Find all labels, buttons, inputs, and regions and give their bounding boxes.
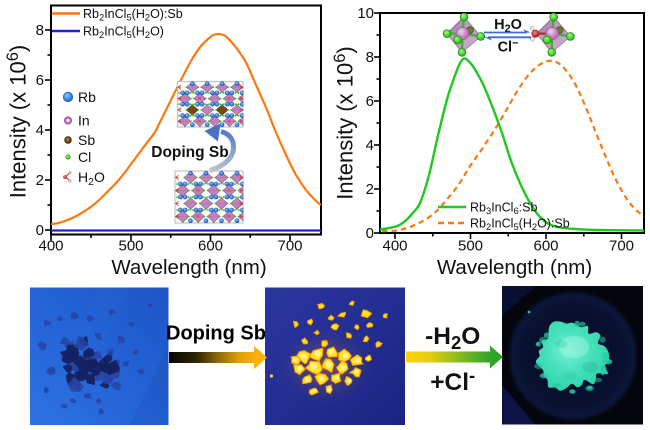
svg-text:6: 6 bbox=[36, 72, 44, 89]
svg-text:0: 0 bbox=[366, 225, 374, 242]
svg-text:-H2O: -H2O bbox=[425, 323, 480, 353]
svg-text:Intensity (x 106): Intensity (x 106) bbox=[331, 46, 358, 199]
svg-text:Doping Sb: Doping Sb bbox=[166, 323, 266, 345]
svg-text:600: 600 bbox=[198, 238, 223, 255]
svg-text:Rb2InCl5(H2O):Sb: Rb2InCl5(H2O):Sb bbox=[83, 7, 183, 23]
svg-text:+Cl-: +Cl- bbox=[430, 364, 475, 396]
svg-text:Intensity (x 106): Intensity (x 106) bbox=[4, 45, 31, 198]
svg-text:In: In bbox=[78, 113, 90, 129]
svg-text:Cl−: Cl− bbox=[498, 37, 519, 55]
svg-text:8: 8 bbox=[36, 22, 44, 39]
svg-text:4: 4 bbox=[36, 122, 44, 139]
svg-text:2: 2 bbox=[36, 172, 44, 189]
svg-text:Wavelength (nm): Wavelength (nm) bbox=[437, 256, 592, 279]
svg-text:600: 600 bbox=[533, 238, 558, 255]
svg-text:500: 500 bbox=[118, 238, 143, 255]
svg-text:8: 8 bbox=[366, 49, 374, 66]
svg-text:400: 400 bbox=[382, 238, 407, 255]
svg-text:Rb2InCl5(H2O):Sb: Rb2InCl5(H2O):Sb bbox=[470, 217, 570, 233]
svg-text:Rb2InCl5(H2O): Rb2InCl5(H2O) bbox=[83, 25, 164, 41]
svg-text:Sb: Sb bbox=[78, 132, 95, 148]
svg-text:Rb3InCl6:Sb: Rb3InCl6:Sb bbox=[470, 201, 537, 217]
svg-text:10: 10 bbox=[357, 5, 374, 22]
svg-text:Wavelength (nm): Wavelength (nm) bbox=[111, 256, 266, 279]
svg-text:H2O: H2O bbox=[494, 17, 522, 35]
svg-text:4: 4 bbox=[366, 137, 374, 154]
svg-text:700: 700 bbox=[609, 238, 634, 255]
svg-text:2: 2 bbox=[366, 181, 374, 198]
svg-text:0: 0 bbox=[36, 222, 44, 239]
svg-text:Rb: Rb bbox=[78, 89, 96, 105]
svg-text:Cl: Cl bbox=[78, 149, 91, 165]
svg-text:700: 700 bbox=[277, 238, 302, 255]
svg-text:H2O: H2O bbox=[78, 169, 105, 188]
svg-text:500: 500 bbox=[458, 238, 483, 255]
svg-text:6: 6 bbox=[366, 93, 374, 110]
svg-text:400: 400 bbox=[38, 238, 63, 255]
svg-text:Doping Sb: Doping Sb bbox=[151, 144, 229, 161]
